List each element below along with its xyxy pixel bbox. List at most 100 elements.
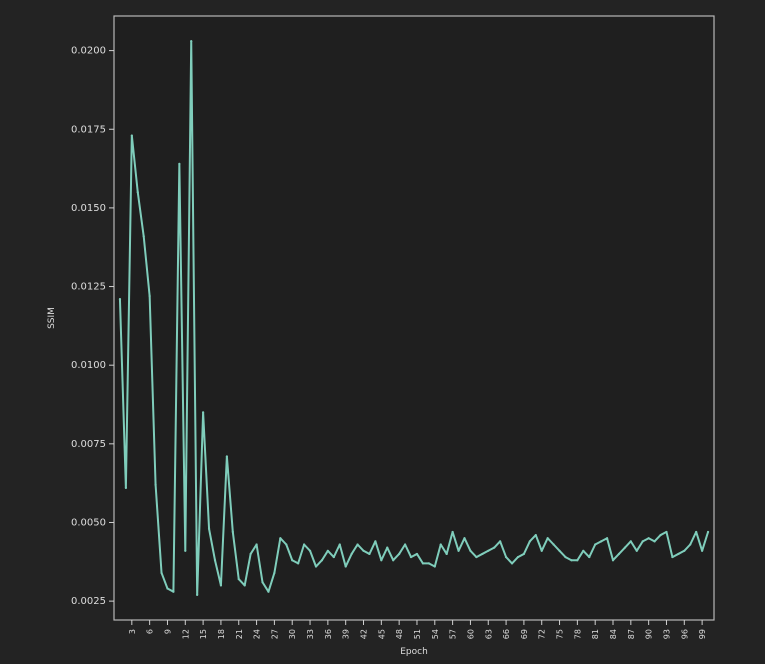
data-point — [160, 571, 163, 574]
x-tick-label: 6 — [146, 629, 155, 634]
data-point — [314, 565, 318, 568]
data-point — [457, 549, 460, 552]
x-tick-label: 24 — [253, 629, 262, 639]
data-point — [302, 543, 306, 546]
x-tick-label: 90 — [645, 629, 654, 639]
x-tick-label: 9 — [163, 629, 172, 634]
data-point — [706, 530, 710, 534]
data-point — [118, 298, 122, 301]
x-axis-ticks: 3 6 9 12 15 18 21 24 27 30 33 36 39 42 45 48 51 54 57 60 63 6… — [128, 620, 707, 639]
data-point — [291, 559, 294, 562]
data-point — [540, 549, 543, 552]
x-tick-label: 21 — [235, 629, 244, 639]
data-point — [516, 555, 520, 559]
data-point — [445, 552, 448, 556]
data-point — [403, 543, 407, 546]
data-point — [243, 584, 246, 587]
data-point — [213, 559, 217, 562]
data-point — [320, 559, 324, 562]
x-tick-label: 81 — [591, 629, 600, 639]
data-point — [510, 562, 514, 565]
data-point — [570, 559, 573, 562]
plot-area-frame — [113, 15, 715, 621]
data-point — [641, 540, 644, 543]
data-point — [184, 549, 187, 552]
data-point — [594, 543, 597, 546]
y-tick-label: 0.0025 — [71, 596, 106, 607]
data-point — [362, 549, 365, 552]
data-point — [326, 549, 329, 552]
x-tick-label: 84 — [609, 629, 618, 639]
x-tick-label: 48 — [395, 629, 404, 639]
data-point — [534, 533, 537, 537]
data-point — [671, 555, 674, 559]
y-tick-label: 0.0175 — [71, 124, 106, 135]
data-point — [600, 540, 603, 543]
y-tick-label: 0.0125 — [71, 282, 106, 293]
data-point — [558, 549, 561, 552]
data-point — [267, 590, 270, 593]
data-point — [338, 543, 341, 546]
data-point — [564, 555, 567, 559]
data-point — [380, 559, 383, 562]
data-point — [172, 590, 175, 593]
data-point — [659, 533, 662, 537]
data-point — [285, 543, 288, 546]
x-axis-label: Epoch — [400, 647, 428, 657]
data-point — [178, 162, 181, 165]
y-tick-label: 0.0150 — [71, 203, 106, 214]
x-tick-label: 63 — [484, 629, 493, 639]
data-point — [249, 552, 252, 556]
data-point — [605, 537, 609, 540]
data-point — [469, 549, 472, 552]
data-point — [421, 562, 425, 565]
data-point — [475, 555, 478, 559]
y-axis-ticks: 0.0025 0.0050 0.0075 0.0100 0.0125 0.0150 0.01… — [71, 46, 114, 607]
data-point — [629, 540, 632, 543]
x-tick-label: 60 — [466, 629, 475, 639]
x-tick-label: 78 — [573, 629, 582, 639]
data-point — [546, 537, 549, 540]
data-point — [481, 552, 484, 556]
x-tick-label: 27 — [270, 629, 279, 639]
x-tick-label: 57 — [449, 629, 458, 639]
data-point — [386, 546, 389, 549]
y-tick-label: 0.0075 — [71, 439, 106, 450]
data-point — [701, 549, 704, 552]
data-point — [487, 549, 490, 552]
data-point — [576, 559, 579, 562]
x-tick-label: 96 — [680, 629, 689, 639]
data-point — [398, 552, 401, 556]
data-point — [463, 537, 466, 540]
data-point — [124, 486, 127, 489]
data-point — [130, 134, 133, 137]
data-point — [392, 559, 395, 562]
data-point — [677, 552, 680, 556]
y-tick-label: 0.0200 — [71, 46, 106, 57]
data-point — [308, 549, 312, 552]
data-point — [142, 235, 145, 238]
data-point — [350, 552, 353, 556]
data-point — [635, 549, 638, 552]
data-point — [689, 543, 692, 546]
data-point — [166, 587, 169, 590]
data-point — [261, 581, 264, 584]
data-points — [118, 40, 710, 596]
data-point — [225, 455, 228, 458]
x-tick-label: 45 — [377, 629, 386, 639]
data-point — [219, 584, 223, 587]
data-point — [695, 530, 698, 534]
data-point — [273, 571, 276, 574]
y-axis-label: SSIM — [47, 307, 57, 329]
y-tick-label: 0.0050 — [71, 517, 106, 528]
data-point — [344, 565, 347, 568]
data-point — [552, 543, 555, 546]
x-tick-label: 33 — [306, 629, 315, 639]
x-tick-label: 15 — [199, 629, 208, 639]
data-point — [196, 593, 199, 596]
data-point — [356, 543, 359, 546]
x-tick-label: 66 — [502, 629, 511, 639]
data-point — [582, 549, 585, 552]
